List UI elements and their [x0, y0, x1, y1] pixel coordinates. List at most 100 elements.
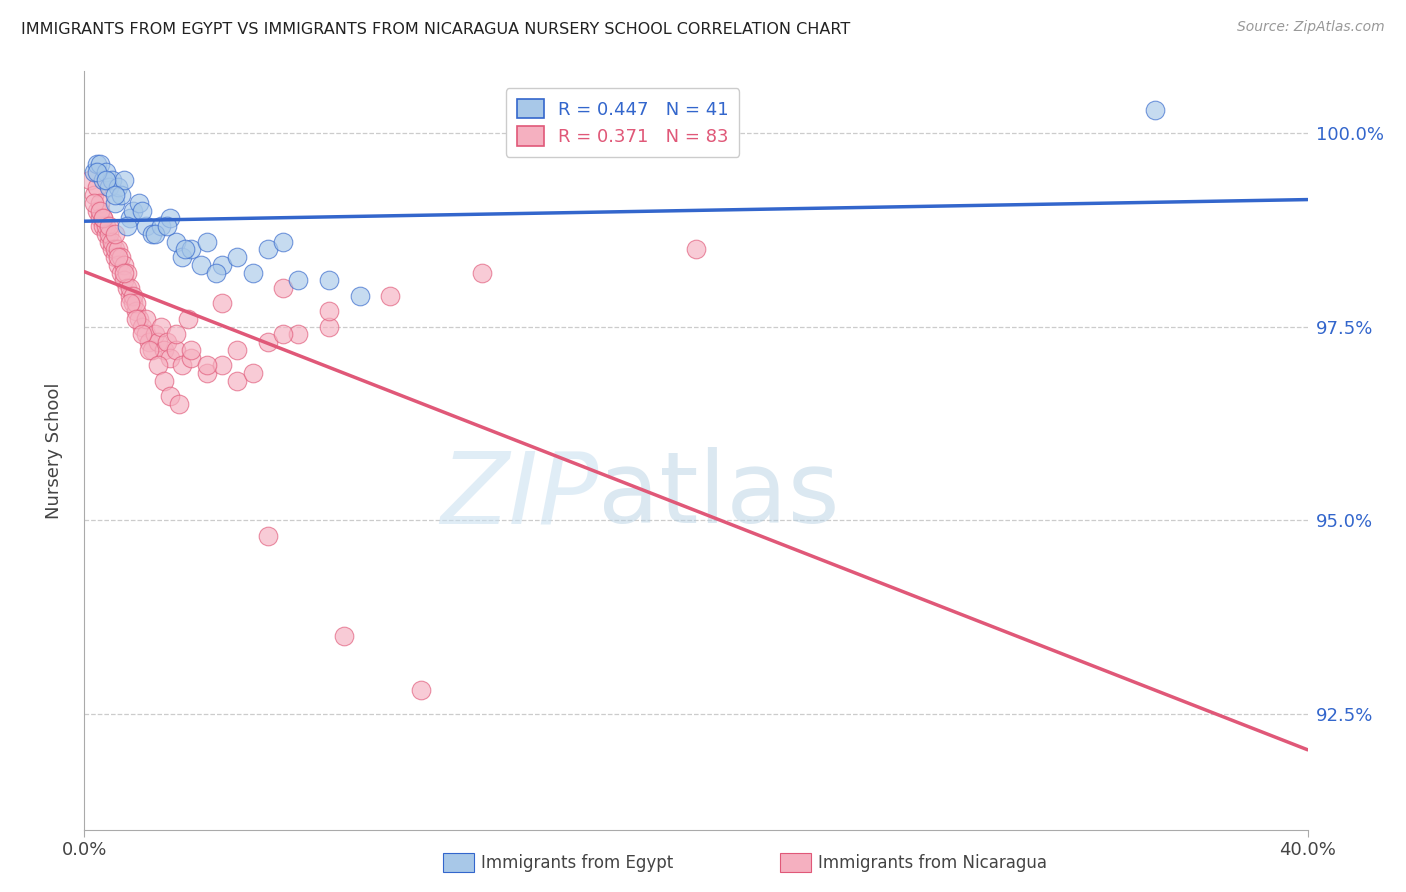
Point: [190, 258, 212, 272]
Text: atlas: atlas: [598, 448, 839, 544]
Text: Immigrants from Egypt: Immigrants from Egypt: [481, 854, 673, 871]
Point: [380, 289, 402, 303]
Point: [110, 250, 132, 264]
Point: [177, 312, 200, 326]
Point: [83, 165, 105, 179]
Point: [165, 343, 187, 357]
Legend: R = 0.447   N = 41, R = 0.371   N = 83: R = 0.447 N = 41, R = 0.371 N = 83: [506, 88, 740, 157]
Point: [149, 319, 172, 334]
Point: [685, 242, 707, 256]
Point: [125, 296, 148, 310]
Point: [135, 327, 157, 342]
Point: [242, 266, 264, 280]
Point: [115, 219, 138, 233]
Point: [86, 203, 108, 218]
Point: [226, 343, 249, 357]
Point: [131, 327, 153, 342]
Point: [104, 250, 127, 264]
Point: [91, 211, 114, 226]
Point: [104, 188, 127, 202]
Point: [86, 165, 108, 179]
Point: [211, 258, 233, 272]
Point: [257, 528, 280, 542]
Point: [146, 359, 169, 373]
Point: [257, 335, 280, 350]
Point: [318, 273, 340, 287]
Point: [107, 242, 129, 256]
Point: [86, 157, 108, 171]
Point: [180, 343, 202, 357]
Point: [131, 319, 153, 334]
Point: [120, 281, 142, 295]
Point: [141, 227, 163, 241]
Point: [226, 374, 249, 388]
Text: ZIP: ZIP: [440, 448, 598, 544]
Point: [153, 374, 176, 388]
Point: [91, 219, 114, 233]
Point: [159, 351, 181, 365]
Point: [149, 219, 172, 233]
Point: [195, 359, 218, 373]
Point: [471, 266, 494, 280]
Point: [156, 219, 179, 233]
Text: IMMIGRANTS FROM EGYPT VS IMMIGRANTS FROM NICARAGUA NURSERY SCHOOL CORRELATION CH: IMMIGRANTS FROM EGYPT VS IMMIGRANTS FROM…: [21, 22, 851, 37]
Point: [226, 250, 249, 264]
Point: [159, 389, 181, 403]
Point: [79, 172, 101, 186]
Point: [271, 235, 294, 249]
Point: [107, 250, 129, 264]
Point: [156, 335, 179, 350]
Point: [180, 242, 202, 256]
Text: Source: ZipAtlas.com: Source: ZipAtlas.com: [1237, 20, 1385, 34]
Point: [153, 343, 176, 357]
Point: [110, 188, 132, 202]
Point: [89, 203, 111, 218]
Point: [91, 172, 114, 186]
Point: [138, 335, 160, 350]
Point: [112, 258, 135, 272]
Point: [287, 273, 309, 287]
Point: [318, 319, 340, 334]
Point: [97, 227, 120, 241]
Point: [257, 242, 280, 256]
Point: [120, 289, 142, 303]
Point: [205, 266, 228, 280]
Point: [120, 296, 142, 310]
Point: [89, 219, 111, 233]
Point: [159, 211, 181, 226]
Point: [122, 296, 145, 310]
Point: [91, 211, 114, 226]
Point: [101, 242, 124, 256]
Point: [101, 235, 124, 249]
Point: [271, 327, 294, 342]
Point: [211, 359, 233, 373]
Text: Immigrants from Nicaragua: Immigrants from Nicaragua: [818, 854, 1047, 871]
Point: [122, 203, 145, 218]
Point: [94, 165, 117, 179]
Point: [104, 242, 127, 256]
Y-axis label: Nursery School: Nursery School: [45, 382, 63, 519]
Point: [409, 683, 432, 698]
Point: [180, 351, 202, 365]
Point: [83, 195, 105, 210]
Point: [122, 289, 145, 303]
Point: [131, 203, 153, 218]
Point: [146, 335, 169, 350]
Point: [349, 289, 371, 303]
Point: [172, 359, 194, 373]
Point: [83, 188, 105, 202]
Point: [104, 195, 127, 210]
Point: [138, 343, 160, 357]
Point: [115, 281, 138, 295]
Point: [89, 195, 111, 210]
Point: [112, 273, 135, 287]
Point: [97, 219, 120, 233]
Point: [89, 211, 111, 226]
Point: [104, 227, 127, 241]
Point: [97, 180, 120, 194]
Point: [141, 343, 163, 357]
Point: [165, 327, 187, 342]
Point: [165, 235, 187, 249]
Point: [128, 312, 150, 326]
Point: [287, 327, 309, 342]
